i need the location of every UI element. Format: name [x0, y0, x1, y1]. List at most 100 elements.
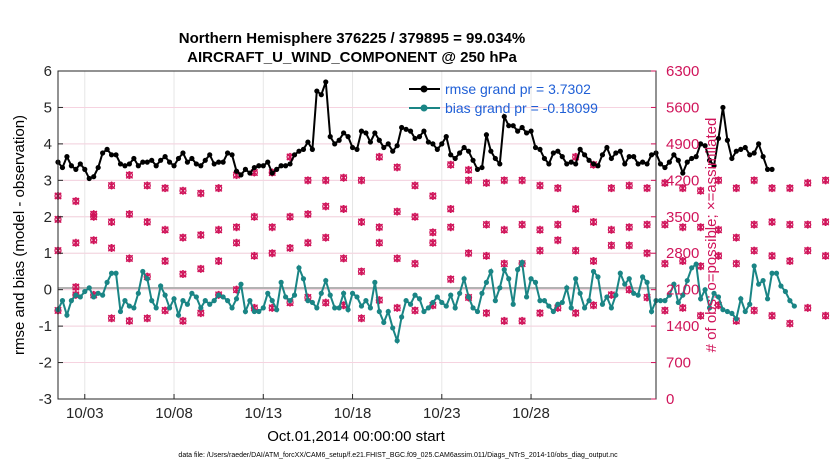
obs-assimilated-60 — [322, 202, 330, 211]
rmse-point-137 — [666, 159, 672, 165]
obs-assimilated-21 — [143, 181, 151, 190]
obs-assimilated-102 — [500, 316, 508, 325]
bias-point-75 — [390, 325, 396, 331]
y-right-tick-label-7: 4900 — [666, 136, 699, 153]
rmse-point-158 — [760, 154, 766, 160]
obs-assimilated-132 — [643, 220, 651, 229]
obs-assimilated-52 — [286, 212, 294, 221]
bias-point-80 — [412, 292, 418, 298]
obs-assimilated-11 — [90, 236, 98, 245]
obs-assimilated-84 — [429, 228, 437, 237]
rmse-point-124 — [608, 155, 614, 162]
bias-point-1 — [59, 298, 66, 304]
obs-assimilated-127 — [607, 241, 616, 250]
bias-point-135 — [657, 298, 664, 304]
rmse-point-26 — [171, 163, 177, 169]
obs-assimilated-111 — [536, 246, 544, 255]
y-right-tick-label-3: 2100 — [666, 282, 699, 299]
y-left-tick-label-6: 3 — [44, 172, 52, 189]
bias-point-108 — [537, 298, 543, 304]
bias-point-33 — [202, 298, 208, 304]
obs-assimilated-68 — [357, 217, 366, 226]
bias-point-143 — [693, 261, 699, 267]
rmse-point-95 — [479, 164, 485, 171]
obs-assimilated-70 — [357, 314, 366, 323]
rmse-point-129 — [631, 154, 637, 160]
obs-assimilated-137 — [661, 178, 669, 187]
rmse-point-83 — [425, 139, 432, 145]
rmse-point-12 — [108, 152, 115, 158]
rmse-point-55 — [300, 146, 307, 152]
x-tick-label-5: 10/28 — [512, 405, 550, 422]
obs-assimilated-44 — [250, 212, 259, 221]
rmse-point-115 — [568, 159, 574, 165]
obs-assimilated-32 — [197, 231, 205, 239]
rmse-point-113 — [559, 154, 565, 160]
bias-point-38 — [224, 298, 231, 304]
obs-assimilated-89 — [447, 160, 455, 169]
bias-point-65 — [345, 307, 351, 313]
bias-point-58 — [314, 305, 320, 311]
y-left-ticks: -3 -2 -1 0 1 2 3 4 5 6 — [39, 63, 63, 408]
obs-assimilated-37 — [214, 184, 223, 193]
bias-point-88 — [448, 292, 454, 298]
obs-assimilated-64 — [339, 204, 348, 213]
y-left-tick-label-0: -3 — [39, 391, 52, 408]
rmse-point-78 — [403, 126, 409, 132]
rmse-point-97 — [488, 148, 494, 154]
rmse-point-47 — [265, 159, 271, 165]
x-tick-label-4: 10/23 — [423, 405, 461, 422]
rmse-point-154 — [742, 144, 748, 151]
rmse-point-112 — [555, 148, 561, 154]
obs-assimilated-153 — [732, 184, 741, 193]
y-left-tick-label-8: 5 — [44, 99, 52, 116]
rmse-point-130 — [635, 161, 641, 167]
y-left-axis-label: rmse and bias (model - observation) — [11, 115, 28, 355]
rmse-point-94 — [474, 166, 481, 172]
bias-point-8 — [91, 294, 97, 300]
rmse-point-23 — [158, 157, 164, 163]
footer-datafile: data file: /Users/raeder/DAI/ATM_forcXX/… — [178, 452, 618, 459]
obs-assimilated-6 — [72, 238, 80, 247]
bias-point-140 — [680, 292, 686, 298]
bias-point-14 — [117, 308, 124, 315]
bias-point-138 — [671, 281, 677, 287]
bias-point-26 — [171, 296, 177, 302]
rmse-point-126 — [617, 148, 623, 154]
bias-point-147 — [711, 290, 717, 296]
bias-point-13 — [113, 270, 119, 276]
bias-point-153 — [738, 296, 744, 302]
legend-bias-marker — [420, 104, 428, 112]
rmse-point-132 — [644, 161, 650, 167]
rmse-point-121 — [595, 163, 601, 169]
obs-assimilated-62 — [322, 298, 330, 307]
obs-assimilated-43 — [232, 238, 241, 247]
bias-point-114 — [564, 285, 570, 291]
rmse-point-117 — [577, 146, 583, 152]
rmse-point-152 — [733, 148, 739, 154]
bias-point-160 — [769, 270, 775, 276]
rmse-point-72 — [376, 137, 382, 143]
rmse-point-66 — [349, 144, 356, 151]
obs-assimilated-149 — [714, 176, 723, 185]
rmse-point-139 — [675, 157, 681, 163]
bias-point-154 — [742, 308, 748, 315]
bias-point-92 — [465, 294, 472, 300]
obs-assimilated-159 — [750, 246, 758, 255]
bias-point-53 — [291, 292, 298, 298]
bias-point-25 — [166, 305, 173, 311]
rmse-point-3 — [68, 163, 74, 169]
obs-assimilated-104 — [518, 220, 526, 229]
bias-point-101 — [506, 276, 512, 282]
rmse-point-110 — [546, 161, 552, 167]
bias-point-123 — [604, 294, 610, 300]
rmse-point-41 — [238, 172, 244, 178]
bias-point-115 — [568, 305, 574, 311]
bias-point-78 — [403, 298, 409, 304]
obs-assimilated-72 — [375, 223, 384, 232]
obs-assimilated-131 — [625, 241, 633, 250]
obs-assimilated-96 — [482, 220, 491, 229]
bias-point-82 — [421, 308, 427, 315]
obs-assimilated-40 — [232, 223, 241, 232]
